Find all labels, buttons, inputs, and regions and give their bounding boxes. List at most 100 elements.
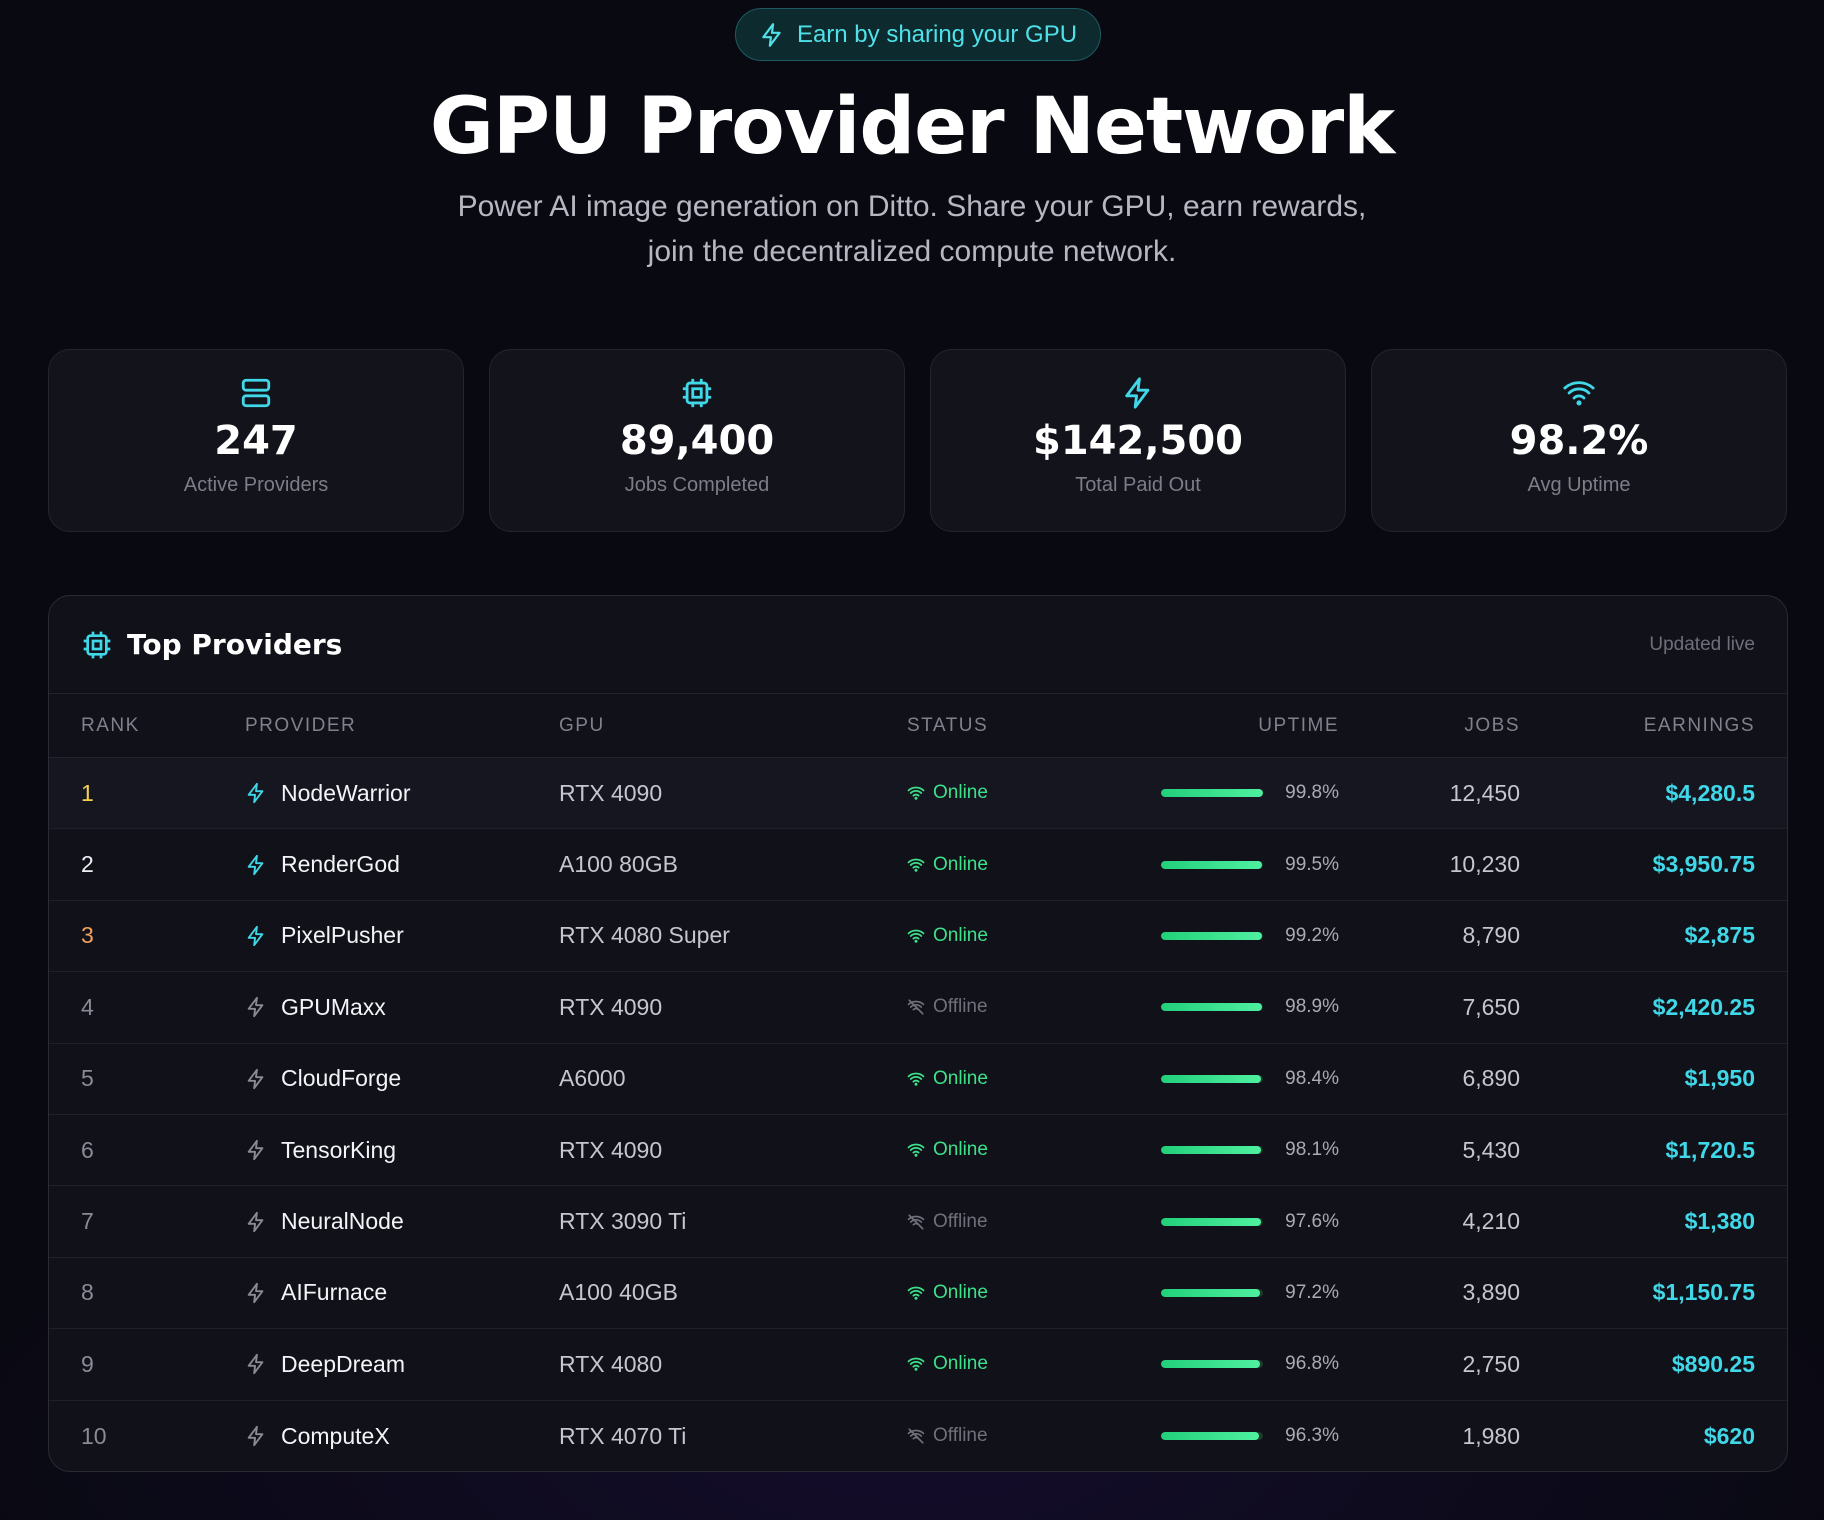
uptime-cell: 96.8%: [1161, 1353, 1339, 1375]
earnings-cell: $2,875: [1684, 922, 1755, 949]
column-header-provider[interactable]: PROVIDER: [245, 714, 357, 736]
page-title: GPU Provider Network: [429, 82, 1395, 172]
provider-cell: ComputeX: [245, 1423, 390, 1450]
provider-name: NeuralNode: [281, 1208, 404, 1235]
rank-cell: 8: [81, 1279, 94, 1306]
stat-value: 89,400: [619, 418, 775, 464]
column-header-gpu[interactable]: GPU: [559, 714, 605, 736]
stat-card-total-paid-out: $142,500 Total Paid Out: [930, 349, 1346, 532]
status-cell: Online: [907, 782, 988, 804]
uptime-bar: [1161, 931, 1263, 940]
earnings-cell: $1,380: [1684, 1208, 1755, 1235]
table-row[interactable]: 1 NodeWarrior RTX 4090 Online 99.8% 12,450 $4,…: [49, 758, 1787, 830]
uptime-value: 97.2%: [1285, 1281, 1339, 1303]
status-cell: Online: [907, 1068, 988, 1090]
wifi-icon: [907, 1070, 925, 1088]
jobs-cell: 8,790: [1462, 922, 1520, 949]
status-label: Online: [933, 1067, 988, 1089]
uptime-cell: 99.8%: [1161, 782, 1339, 804]
gpu-cell: RTX 4080: [559, 1350, 663, 1377]
bolt-icon: [759, 22, 785, 48]
uptime-cell: 96.3%: [1161, 1425, 1339, 1447]
uptime-bar: [1161, 1288, 1263, 1297]
column-header-rank[interactable]: RANK: [81, 714, 140, 736]
column-header-jobs[interactable]: JOBS: [1464, 714, 1520, 736]
table-row[interactable]: 2 RenderGod A100 80GB Online 99.5% 10,230 $3,9…: [49, 829, 1787, 901]
wifi-icon: [907, 1141, 925, 1159]
uptime-bar-fill: [1161, 1074, 1262, 1083]
uptime-cell: 99.2%: [1161, 925, 1339, 947]
rank-cell: 9: [81, 1350, 94, 1377]
status-cell: Offline: [907, 996, 988, 1018]
bolt-icon: [1121, 376, 1155, 410]
uptime-bar-fill: [1161, 1003, 1262, 1012]
uptime-cell: 98.4%: [1161, 1068, 1339, 1090]
status-label: Offline: [933, 1425, 988, 1447]
table-row[interactable]: 10 ComputeX RTX 4070 Ti Offline 96.3% 1,980 $6…: [49, 1401, 1787, 1471]
cpu-icon: [81, 629, 113, 661]
uptime-bar: [1161, 789, 1263, 798]
bolt-icon: [245, 1282, 267, 1304]
provider-cell: NeuralNode: [245, 1208, 404, 1235]
status-label: Online: [933, 782, 988, 804]
status-cell: Online: [907, 1139, 988, 1161]
gpu-cell: A6000: [559, 1065, 626, 1092]
status-label: Online: [933, 1139, 988, 1161]
status-label: Online: [933, 1353, 988, 1375]
provider-name: AIFurnace: [281, 1279, 388, 1306]
uptime-bar: [1161, 1432, 1263, 1441]
column-header-status[interactable]: STATUS: [907, 714, 989, 736]
uptime-bar-fill: [1161, 1288, 1261, 1297]
rank-cell: 5: [81, 1065, 94, 1092]
jobs-cell: 3,890: [1462, 1279, 1520, 1306]
gpu-cell: A100 40GB: [559, 1279, 678, 1306]
bolt-icon: [245, 925, 267, 947]
uptime-value: 99.2%: [1285, 924, 1339, 946]
table-row[interactable]: 3 PixelPusher RTX 4080 Super Online 99.2% 8,7…: [49, 901, 1787, 973]
earn-pill-button[interactable]: Earn by sharing your GPU: [735, 8, 1101, 61]
column-header-earnings[interactable]: EARNINGS: [1643, 714, 1755, 736]
gpu-cell: A100 80GB: [559, 851, 678, 878]
provider-name: CloudForge: [281, 1065, 402, 1092]
wifi-off-icon: [907, 998, 925, 1016]
status-label: Online: [933, 853, 988, 875]
status-label: Offline: [933, 1210, 988, 1232]
page-subtitle: Power AI image generation on Ditto. Shar…: [0, 184, 1824, 274]
table-row[interactable]: 8 AIFurnace A100 40GB Online 97.2% 3,890 $1,15…: [49, 1258, 1787, 1330]
uptime-bar-fill: [1161, 1360, 1260, 1369]
stat-value: 247: [214, 418, 298, 464]
provider-name: DeepDream: [281, 1350, 405, 1377]
updated-live-label: Updated live: [1649, 633, 1755, 655]
provider-name: RenderGod: [281, 851, 400, 878]
uptime-cell: 99.5%: [1161, 854, 1339, 876]
uptime-bar: [1161, 1003, 1263, 1012]
table-row[interactable]: 5 CloudForge A6000 Online 98.4% 6,890 $1,950: [49, 1044, 1787, 1115]
table-body: 1 NodeWarrior RTX 4090 Online 99.8% 12,450 $4,…: [49, 758, 1787, 1471]
wifi-off-icon: [907, 1427, 925, 1445]
wifi-icon: [907, 927, 925, 945]
bolt-icon: [245, 1353, 267, 1375]
column-header-uptime[interactable]: UPTIME: [1258, 714, 1339, 736]
rank-cell: 10: [81, 1422, 107, 1449]
jobs-cell: 7,650: [1462, 993, 1520, 1020]
jobs-cell: 10,230: [1449, 851, 1520, 878]
uptime-cell: 97.6%: [1161, 1211, 1339, 1233]
uptime-bar-fill: [1161, 1217, 1261, 1226]
rank-cell: 2: [81, 851, 94, 878]
stat-label: Jobs Completed: [624, 474, 770, 496]
uptime-cell: 97.2%: [1161, 1282, 1339, 1304]
table-row[interactable]: 7 NeuralNode RTX 3090 Ti Offline 97.6% 4,210 $…: [49, 1186, 1787, 1258]
rank-cell: 1: [81, 779, 94, 806]
wifi-icon: [907, 784, 925, 802]
table-row[interactable]: 6 TensorKing RTX 4090 Online 98.1% 5,430 $1,72…: [49, 1115, 1787, 1187]
earnings-cell: $1,720.5: [1665, 1136, 1755, 1163]
earnings-cell: $890.25: [1671, 1350, 1755, 1377]
table-row[interactable]: 4 GPUMaxx RTX 4090 Offline 98.9% 7,650 $2,420.…: [49, 972, 1787, 1044]
status-cell: Online: [907, 1353, 988, 1375]
stat-value: 98.2%: [1509, 418, 1649, 464]
earnings-cell: $4,280.5: [1665, 779, 1755, 806]
status-label: Offline: [933, 996, 988, 1018]
stat-card-avg-uptime: 98.2% Avg Uptime: [1371, 349, 1787, 532]
table-row[interactable]: 9 DeepDream RTX 4080 Online 96.8% 2,750 $890.2…: [49, 1329, 1787, 1401]
top-providers-card: Top Providers Updated live RANK PROVIDER…: [48, 595, 1788, 1472]
